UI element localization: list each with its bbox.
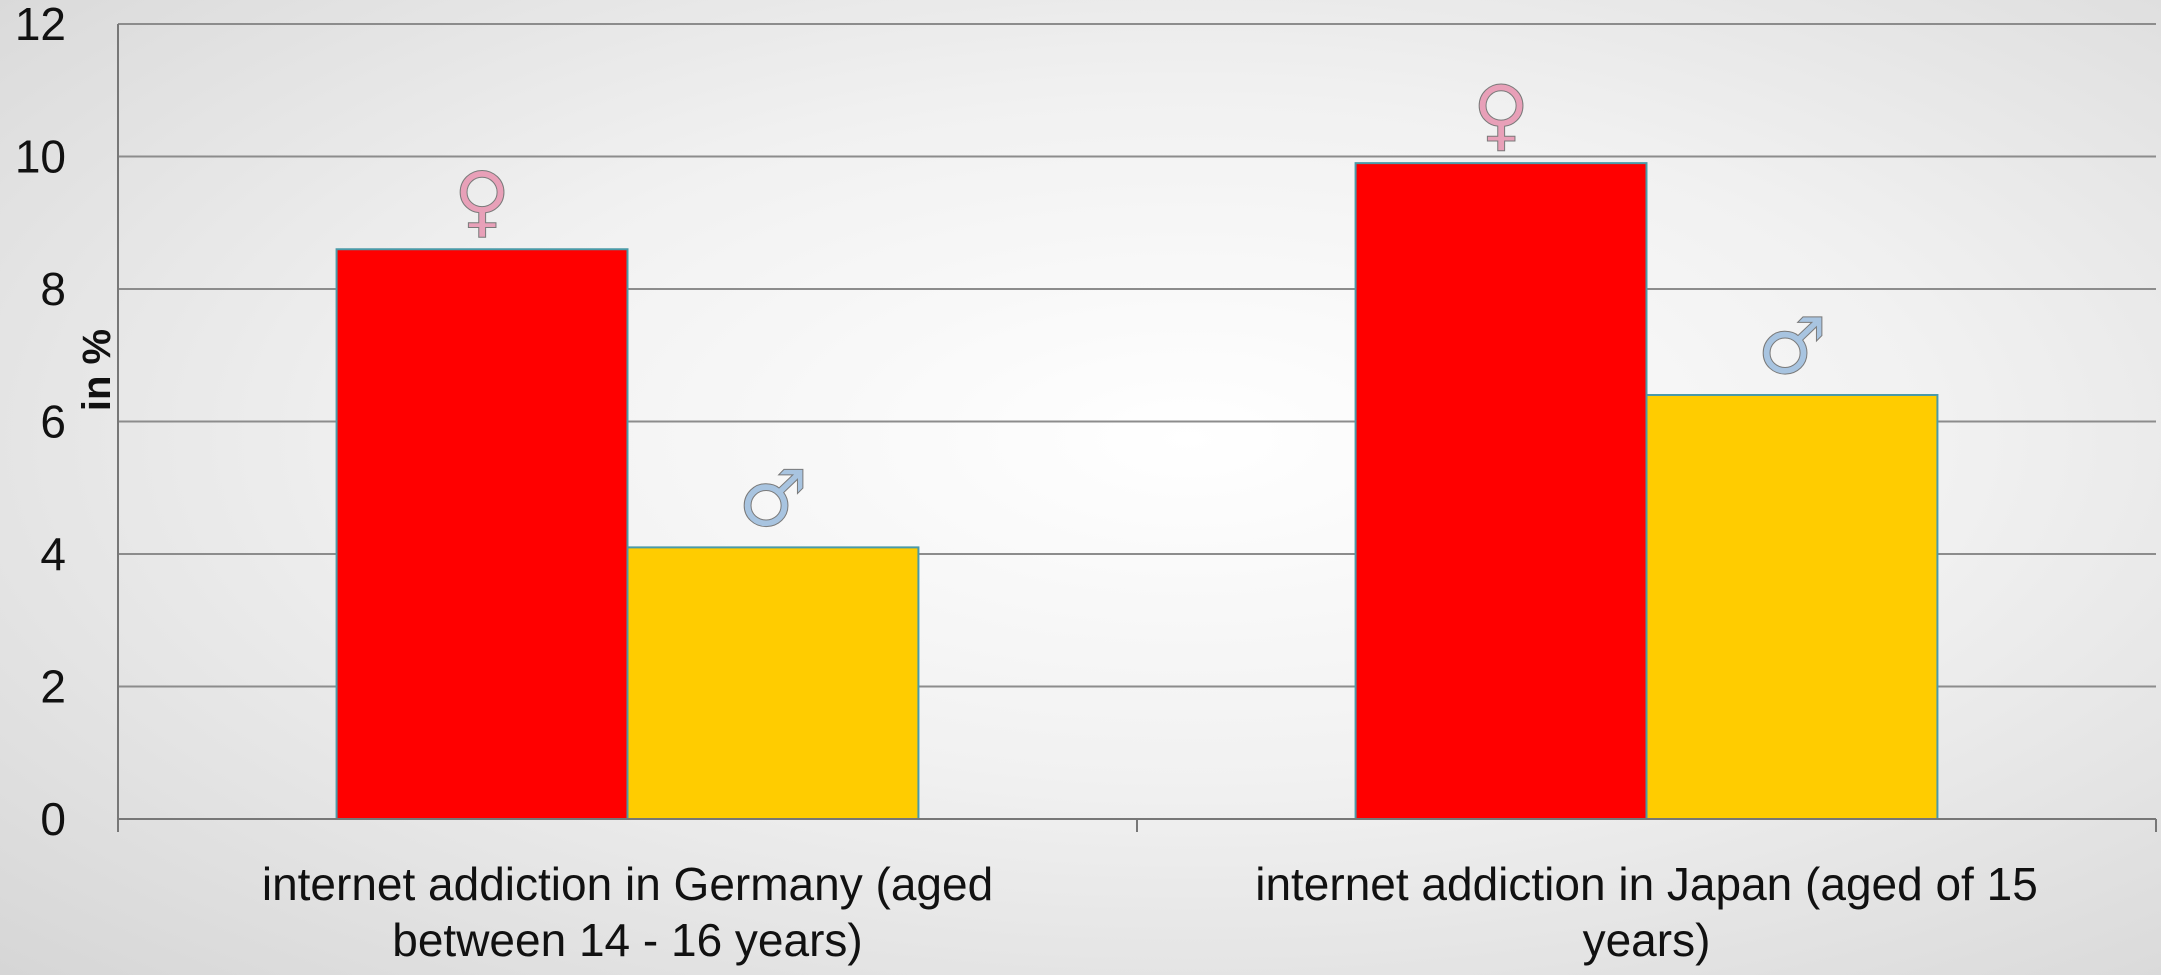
category-labels: internet addiction in Germany (agedbetwe… [262, 858, 2038, 966]
y-tick-label: 0 [40, 793, 66, 845]
gender-symbol-label: ♀ [453, 156, 510, 246]
category-label: internet addiction in Germany (aged [262, 858, 993, 910]
gender-symbol-label: ♂ [1757, 302, 1827, 392]
gender-symbols: ♀ ♂ ♀ ♂ [453, 70, 1827, 545]
bar [335, 248, 629, 820]
bar [626, 546, 920, 820]
gender-symbol-label: ♀ [1472, 70, 1529, 160]
y-tick-label: 4 [40, 528, 66, 580]
y-axis-label: in % [75, 329, 119, 411]
category-label: between 14 - 16 years) [392, 914, 863, 966]
y-tick-labels: 0 2 4 6 8 10 12 [15, 0, 66, 845]
y-tick-label: 6 [40, 396, 66, 448]
y-tick-label: 2 [40, 661, 66, 713]
y-tick-label: 10 [15, 131, 66, 183]
bar [1645, 394, 1939, 820]
bar [1354, 162, 1648, 820]
gender-symbol-label: ♂ [738, 454, 808, 544]
category-label: internet addiction in Japan (aged of 15 [1255, 858, 2038, 910]
y-tick-label: 8 [40, 263, 66, 315]
axes [117, 24, 2157, 832]
category-label: years) [1583, 914, 1711, 966]
bars [335, 162, 1939, 820]
y-tick-label: 12 [15, 0, 66, 50]
